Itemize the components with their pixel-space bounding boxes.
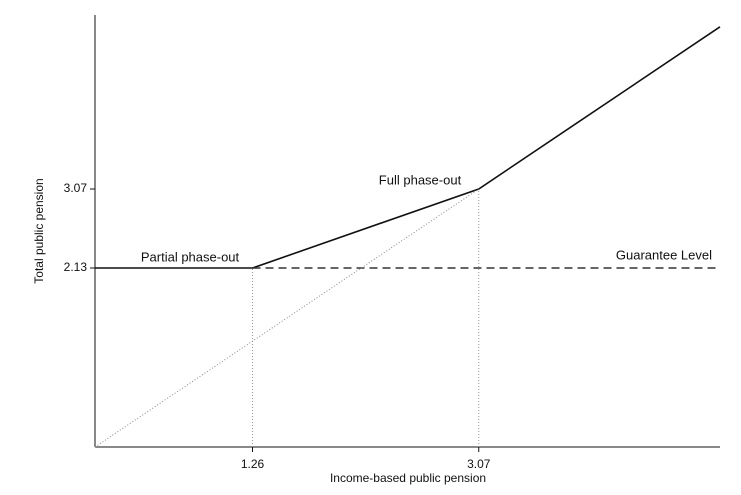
- y-tick-label: 3.07: [64, 181, 88, 195]
- line-series: [95, 26, 721, 269]
- x-tick-label: 1.26: [241, 457, 265, 471]
- annotation: Full phase-out: [379, 172, 462, 187]
- annotation: Guarantee Level: [616, 247, 712, 262]
- y-axis-label: Total public pension: [32, 178, 46, 283]
- line-series: [94, 188, 480, 448]
- x-axis-label: Income-based public pension: [330, 471, 486, 485]
- y-tick-label: 2.13: [64, 260, 88, 274]
- annotation: Partial phase-out: [141, 249, 240, 264]
- x-tick-label: 3.07: [467, 457, 491, 471]
